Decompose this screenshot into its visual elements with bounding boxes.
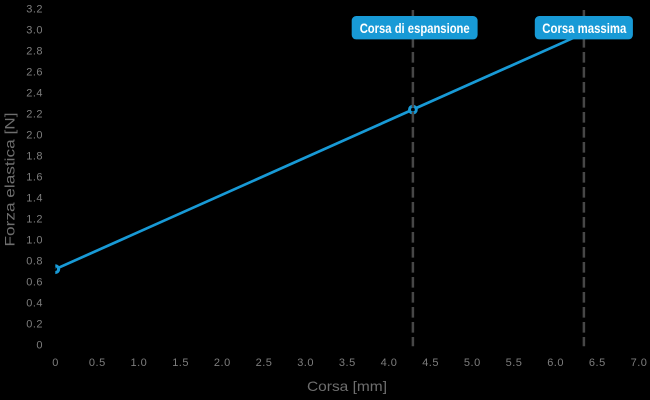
svg-text:1.0: 1.0	[131, 357, 148, 369]
svg-text:1.8: 1.8	[26, 151, 43, 163]
svg-text:0.2: 0.2	[26, 318, 43, 330]
svg-text:Corsa di espansione: Corsa di espansione	[360, 21, 470, 36]
svg-text:2.8: 2.8	[26, 46, 43, 58]
svg-text:3.2: 3.2	[26, 4, 43, 16]
svg-text:1.2: 1.2	[26, 214, 43, 226]
svg-text:1.5: 1.5	[172, 357, 189, 369]
svg-text:2.2: 2.2	[26, 109, 43, 121]
svg-text:7.0: 7.0	[631, 357, 648, 369]
svg-text:2.0: 2.0	[26, 130, 43, 142]
svg-text:0.6: 0.6	[26, 277, 43, 289]
svg-text:0.4: 0.4	[26, 297, 43, 309]
svg-text:1.6: 1.6	[26, 172, 43, 184]
svg-text:1.4: 1.4	[26, 193, 43, 205]
svg-text:0.5: 0.5	[89, 357, 106, 369]
svg-text:0.8: 0.8	[26, 256, 43, 268]
svg-text:0: 0	[36, 339, 43, 351]
svg-text:0: 0	[52, 357, 59, 369]
svg-text:4.5: 4.5	[422, 357, 439, 369]
svg-text:4.0: 4.0	[381, 357, 398, 369]
svg-text:5.5: 5.5	[506, 357, 523, 369]
svg-text:5.0: 5.0	[464, 357, 481, 369]
svg-text:2.5: 2.5	[256, 357, 273, 369]
svg-text:Forza elastica [N]: Forza elastica [N]	[2, 113, 18, 247]
svg-text:Corsa massima: Corsa massima	[542, 21, 626, 36]
svg-text:2.4: 2.4	[26, 88, 43, 100]
svg-text:2.6: 2.6	[26, 67, 43, 79]
svg-text:3.0: 3.0	[26, 25, 43, 37]
svg-text:3.5: 3.5	[339, 357, 356, 369]
svg-text:2.0: 2.0	[214, 357, 231, 369]
svg-text:6.0: 6.0	[547, 357, 564, 369]
svg-text:1.0: 1.0	[26, 235, 43, 247]
svg-text:Corsa [mm]: Corsa [mm]	[307, 378, 387, 394]
svg-text:3.0: 3.0	[297, 357, 314, 369]
svg-text:6.5: 6.5	[589, 357, 606, 369]
